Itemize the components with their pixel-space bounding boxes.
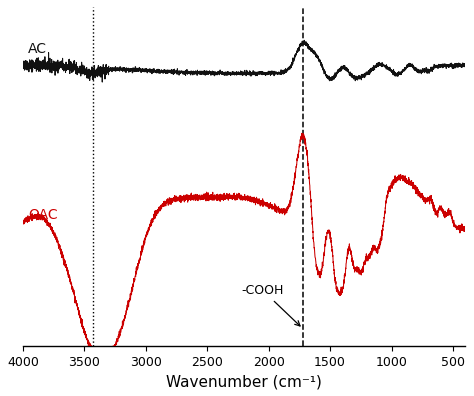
Text: AC: AC bbox=[28, 42, 47, 57]
Text: -COOH: -COOH bbox=[241, 284, 300, 326]
Text: -OH: -OH bbox=[0, 395, 1, 396]
X-axis label: Wavenumber (cm⁻¹): Wavenumber (cm⁻¹) bbox=[166, 374, 322, 389]
Text: OAC: OAC bbox=[28, 208, 57, 222]
